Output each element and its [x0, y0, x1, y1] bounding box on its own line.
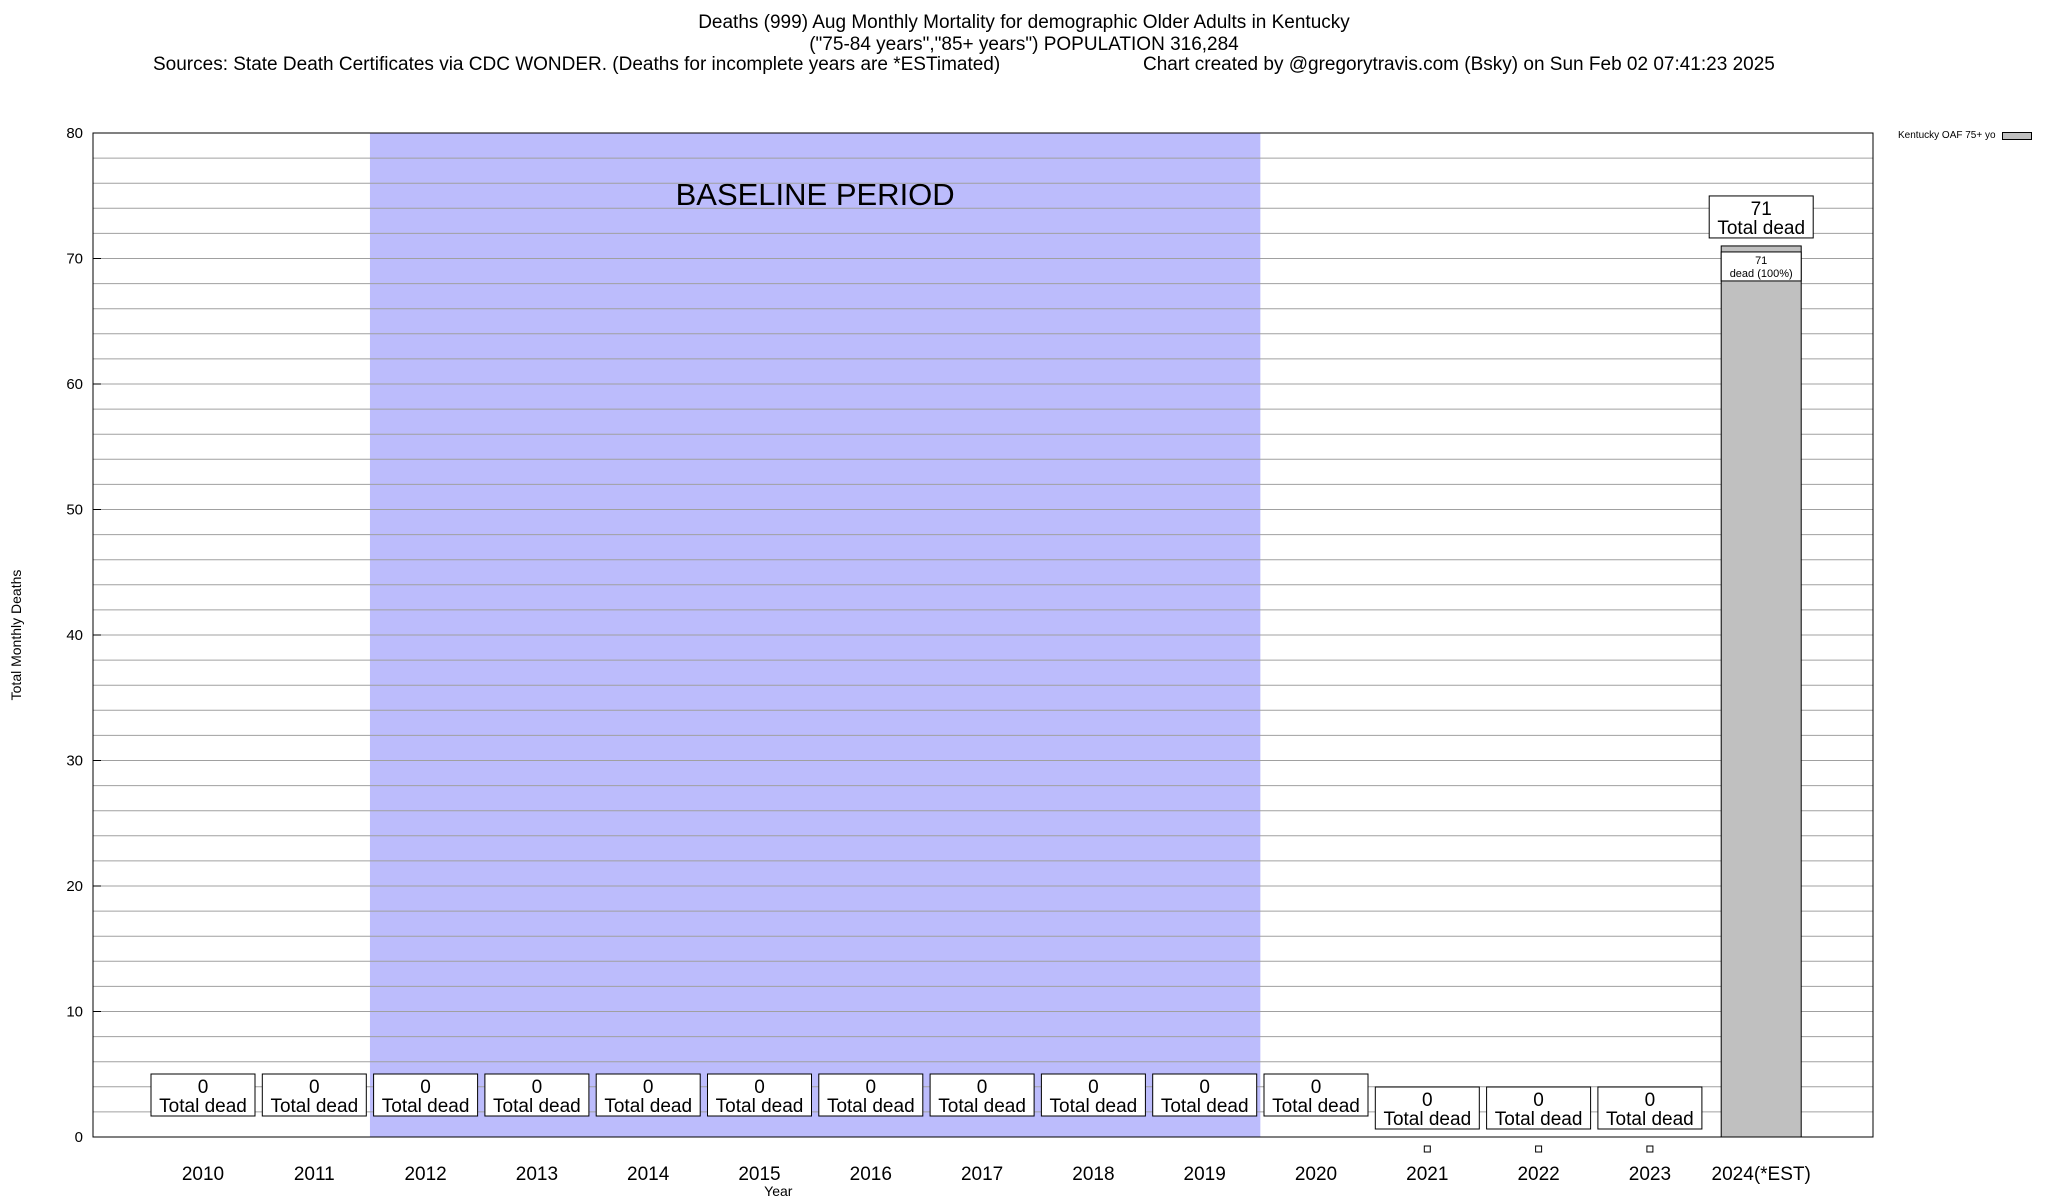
total-label-text: Total dead — [1606, 1109, 1694, 1130]
x-tick-label: 2015 — [738, 1164, 780, 1185]
total-label-text: Total dead — [382, 1096, 470, 1117]
total-label-value: 0 — [754, 1077, 765, 1098]
total-label-text: Total dead — [716, 1096, 804, 1117]
total-label-value: 0 — [309, 1077, 320, 1098]
bar — [1721, 246, 1801, 1137]
segment-label-text: dead (100%) — [1730, 268, 1793, 280]
y-tick-label: 70 — [66, 251, 83, 268]
total-label-value: 0 — [198, 1077, 209, 1098]
x-tick-label: 2017 — [961, 1164, 1003, 1185]
total-label-text: Total dead — [1495, 1109, 1583, 1130]
total-label-value: 0 — [1088, 1077, 1099, 1098]
total-label-value: 0 — [1422, 1090, 1433, 1111]
y-axis-title: Total Monthly Deaths — [8, 570, 24, 701]
x-tick-label: 2020 — [1295, 1164, 1337, 1185]
total-label-value: 0 — [866, 1077, 877, 1098]
y-tick-label: 20 — [66, 878, 83, 895]
total-label-text: Total dead — [159, 1096, 247, 1117]
total-label-text: Total dead — [1161, 1096, 1249, 1117]
x-axis-title: Year — [764, 1183, 793, 1199]
y-tick-label: 40 — [66, 627, 83, 644]
x-tick-label: 2016 — [850, 1164, 892, 1185]
zero-marker — [1536, 1146, 1542, 1152]
y-tick-label: 30 — [66, 753, 83, 770]
zero-marker — [1647, 1146, 1653, 1152]
total-label-value: 0 — [532, 1077, 543, 1098]
x-tick-label: 2012 — [404, 1164, 446, 1185]
total-label-text: Total dead — [493, 1096, 581, 1117]
x-tick-label: 2013 — [516, 1164, 558, 1185]
x-tick-label: 2014 — [627, 1164, 670, 1185]
total-label-value: 0 — [1311, 1077, 1322, 1098]
x-tick-label: 2019 — [1184, 1164, 1226, 1185]
x-tick-label: 2018 — [1072, 1164, 1114, 1185]
segment-label-value: 71 — [1755, 255, 1767, 267]
total-label-value: 0 — [1645, 1090, 1656, 1111]
y-tick-label: 0 — [75, 1129, 83, 1146]
y-tick-label: 60 — [66, 376, 83, 393]
total-label-value: 0 — [643, 1077, 654, 1098]
x-tick-label: 2023 — [1629, 1164, 1671, 1185]
x-tick-label: 2022 — [1517, 1164, 1559, 1185]
total-label-value: 0 — [420, 1077, 431, 1098]
zero-marker — [1424, 1146, 1430, 1152]
total-label-text: Total dead — [1272, 1096, 1360, 1117]
total-label-text: Total dead — [1383, 1109, 1471, 1130]
total-label-value: 0 — [977, 1077, 988, 1098]
total-label-value: 71 — [1751, 199, 1772, 220]
total-label-value: 0 — [1533, 1090, 1544, 1111]
x-tick-label: 2024(*EST) — [1712, 1164, 1811, 1185]
total-label-text: Total dead — [270, 1096, 358, 1117]
total-label-value: 0 — [1199, 1077, 1210, 1098]
y-tick-label: 50 — [66, 502, 83, 519]
x-tick-label: 2021 — [1406, 1164, 1448, 1185]
total-label-text: Total dead — [1717, 218, 1805, 239]
x-tick-label: 2010 — [182, 1164, 224, 1185]
y-tick-label: 10 — [66, 1004, 83, 1021]
y-tick-label: 80 — [66, 125, 83, 142]
baseline-label: BASELINE PERIOD — [676, 177, 955, 212]
total-label-text: Total dead — [1050, 1096, 1138, 1117]
x-tick-label: 2011 — [294, 1164, 335, 1185]
total-label-text: Total dead — [938, 1096, 1026, 1117]
total-label-text: Total dead — [604, 1096, 692, 1117]
total-label-text: Total dead — [827, 1096, 915, 1117]
